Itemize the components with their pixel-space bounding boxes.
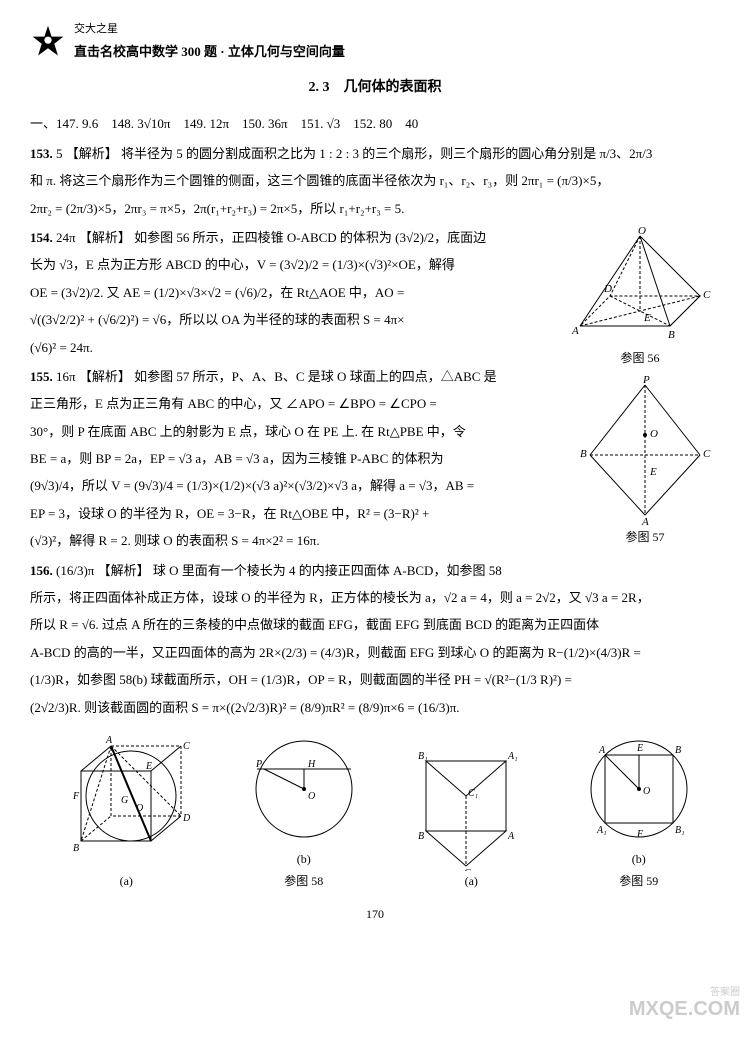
- text: 30°，则 P 在底面 ABC 上的射影为 E 点，球心 O 在 PE 上. 在…: [30, 420, 540, 443]
- svg-text:B: B: [73, 843, 79, 854]
- problem-num: 154.: [30, 230, 53, 245]
- svg-text:D: D: [603, 283, 612, 295]
- analysis-label: 【解析】: [98, 563, 150, 578]
- svg-text:H: H: [307, 759, 316, 770]
- svg-text:G: G: [121, 795, 128, 806]
- svg-text:B: B: [418, 831, 424, 842]
- svg-text:E: E: [649, 466, 657, 478]
- text: 和 π. 将这三个扇形作为三个圆锥的侧面，这三个圆锥的底面半径依次为 r₁、r₂…: [30, 169, 720, 192]
- svg-text:O: O: [650, 428, 658, 440]
- text: 所示，将正四面体补成正方体，设球 O 的半径为 R，正方体的棱长为 a，√2 a…: [30, 586, 720, 609]
- figure-59b: A E B O A₁ F B₁ (b) 参图 59: [579, 729, 699, 892]
- svg-text:B: B: [675, 745, 681, 756]
- problem-answer: 5: [56, 146, 63, 161]
- svg-text:C: C: [703, 448, 711, 460]
- svg-text:A: A: [598, 745, 606, 756]
- text: √((3√2/2)² + (√6/2)²) = √6，所以以 OA 为半径的球的…: [30, 308, 540, 331]
- text: (√3)²，解得 R = 2. 则球 O 的表面积 S = 4π×2² = 16…: [30, 529, 540, 552]
- svg-text:E: E: [145, 761, 152, 772]
- problem-num: 153.: [30, 146, 53, 161]
- subfig-label: (a): [120, 874, 133, 888]
- analysis-label: 【解析】: [79, 230, 131, 245]
- problem-156: 156. (16/3)π 【解析】 球 O 里面有一个棱长为 4 的内接正四面体…: [30, 559, 720, 719]
- svg-text:O: O: [643, 786, 650, 797]
- svg-text:F: F: [636, 829, 644, 840]
- text: 球 O 里面有一个棱长为 4 的内接正四面体 A-BCD，如参图 58: [153, 563, 502, 578]
- svg-text:B: B: [668, 329, 675, 341]
- book-title: 直击名校高中数学 300 题 · 立体几何与空间向量: [74, 40, 345, 63]
- problem-answer: 16π: [56, 369, 76, 384]
- text: (1/3)R，如参图 58(b) 球截面所示，OH = (1/3)R，OP = …: [30, 668, 720, 691]
- subfig-label: (b): [632, 852, 646, 866]
- text: 2πr₂ = (2π/3)×5，2πr₃ = π×5，2π(r₁+r₂+r₃) …: [30, 197, 720, 220]
- figure-caption: 参图 57: [625, 530, 664, 544]
- figure-caption: 参图 59: [579, 871, 699, 893]
- figure-58b: P H O (b) 参图 58: [244, 729, 364, 892]
- svg-text:A₁: A₁: [596, 825, 607, 836]
- text: 如参图 57 所示，P、A、B、C 是球 O 球面上的四点，△ABC 是: [134, 369, 497, 384]
- text: A-BCD 的高的一半，又正四面体的高为 2R×(2/3) = (4/3)R，则…: [30, 641, 720, 664]
- text: (9√3)/4，所以 V = (9√3)/4 = (1/3)×(1/2)×(√3…: [30, 474, 540, 497]
- svg-text:E: E: [643, 312, 651, 324]
- text: 所以 R = √6. 过点 A 所在的三条棱的中点做球的截面 EFG，截面 EF…: [30, 613, 720, 636]
- figure-59a: B₁ A₁ C₁ B A C (a): [406, 741, 536, 893]
- svg-text:P: P: [255, 759, 262, 770]
- figure-58a: A E C F G O D B (a): [51, 731, 201, 893]
- brand-name: 交大之星: [74, 20, 345, 40]
- figure-caption: 参图 58: [244, 871, 364, 893]
- subfig-label: (b): [297, 852, 311, 866]
- subfig-label: (a): [465, 874, 478, 888]
- problem-num: 155.: [30, 369, 53, 384]
- svg-text:O: O: [136, 803, 143, 814]
- problem-num: 156.: [30, 563, 53, 578]
- analysis-label: 【解析】: [66, 146, 118, 161]
- problem-153: 153. 5 【解析】 将半径为 5 的圆分割成面积之比为 1 : 2 : 3 …: [30, 142, 720, 220]
- figure-caption: 参图 56: [620, 351, 659, 365]
- bottom-figures-row: A E C F G O D B (a) P H O (b) 参图 58: [30, 729, 720, 892]
- figure-56: O A B C D E 参图 56: [560, 226, 720, 370]
- svg-text:A: A: [571, 325, 579, 337]
- figure-57: P B C A O E 参图 57: [570, 375, 720, 549]
- svg-text:B: B: [580, 448, 587, 460]
- analysis-label: 【解析】: [79, 369, 131, 384]
- text: BE = a，则 BP = 2a，EP = √3 a，AB = √3 a，因为三…: [30, 447, 540, 470]
- svg-text:O: O: [638, 226, 646, 237]
- svg-text:C: C: [464, 868, 471, 871]
- svg-text:D: D: [182, 813, 191, 824]
- text: 将半径为 5 的圆分割成面积之比为 1 : 2 : 3 的三个扇形，则三个扇形的…: [121, 146, 652, 161]
- text: OE = (3√2)/2. 又 AE = (1/2)×√3×√2 = (√6)/…: [30, 281, 540, 304]
- short-answers-line: 一、147. 9.6 148. 3√10π 149. 12π 150. 36π …: [30, 112, 720, 135]
- text: 正三角形，E 点为正三角有 ABC 的中心，又 ∠APO = ∠BPO = ∠C…: [30, 392, 540, 415]
- svg-text:O: O: [308, 791, 315, 802]
- text: EP = 3，设球 O 的半径为 R，OE = 3−R，在 Rt△OBE 中，R…: [30, 502, 540, 525]
- watermark: MXQE.COM: [629, 991, 740, 1027]
- svg-text:C: C: [183, 741, 190, 752]
- svg-text:A₁: A₁: [507, 751, 518, 762]
- svg-text:A: A: [105, 735, 113, 746]
- svg-text:A: A: [507, 831, 515, 842]
- svg-text:A: A: [641, 516, 649, 525]
- text: 长为 √3，E 点为正方形 ABCD 的中心，V = (3√2)/2 = (1/…: [30, 253, 540, 276]
- text: 如参图 56 所示，正四棱锥 O-ABCD 的体积为 (3√2)/2，底面边: [134, 230, 486, 245]
- problem-155: 155. 16π 【解析】 如参图 57 所示，P、A、B、C 是球 O 球面上…: [30, 365, 720, 553]
- svg-text:C: C: [703, 289, 711, 301]
- svg-text:C₁: C₁: [468, 788, 478, 799]
- page-header: 交大之星 直击名校高中数学 300 题 · 立体几何与空间向量: [30, 20, 720, 63]
- text: (2√2/3)R. 则该截面圆的面积 S = π×((2√2/3)R)² = (…: [30, 696, 720, 719]
- section-title: 2. 3 几何体的表面积: [30, 75, 720, 100]
- text: (√6)² = 24π.: [30, 336, 540, 359]
- problem-answer: (16/3)π: [56, 563, 94, 578]
- problem-answer: 24π: [56, 230, 76, 245]
- svg-text:B₁: B₁: [675, 825, 685, 836]
- page-number: 170: [30, 904, 720, 926]
- svg-text:E: E: [636, 743, 643, 754]
- svg-text:F: F: [72, 791, 80, 802]
- svg-text:B₁: B₁: [418, 751, 428, 762]
- svg-text:P: P: [642, 375, 650, 386]
- problem-154: 154. 24π 【解析】 如参图 56 所示，正四棱锥 O-ABCD 的体积为…: [30, 226, 720, 359]
- star-logo-icon: [30, 24, 66, 60]
